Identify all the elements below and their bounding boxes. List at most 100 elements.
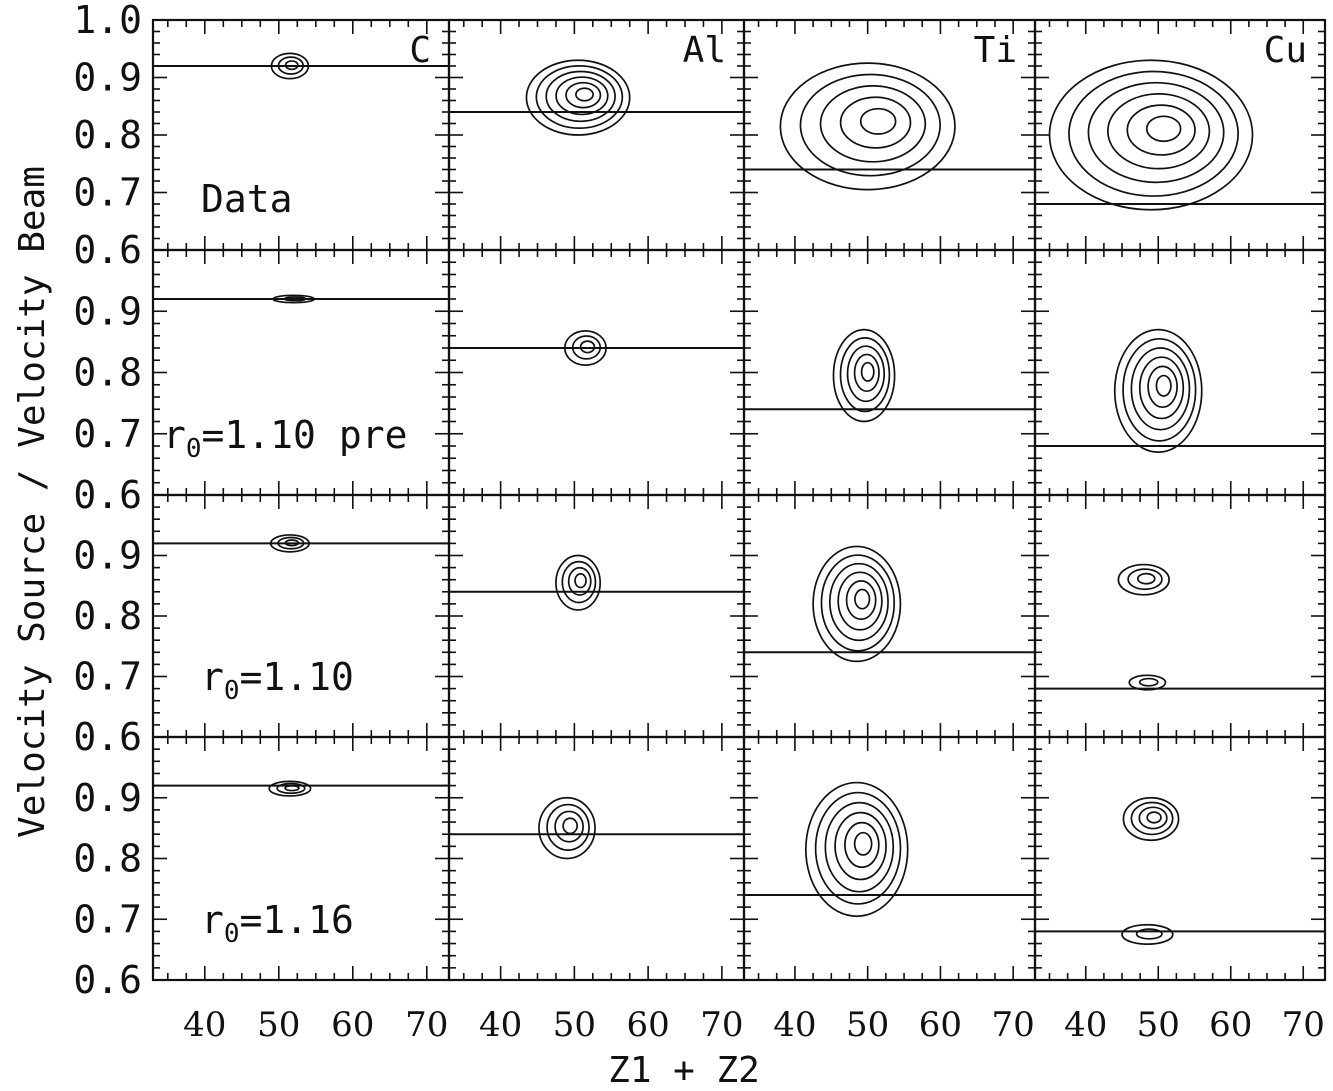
contour-peak-level-5 <box>1147 365 1178 409</box>
contour-peak-level-1 <box>812 545 902 663</box>
y-tick-label: 0.7 <box>73 171 142 215</box>
contour-peak-level-4 <box>1146 811 1162 824</box>
panel-frame <box>1033 735 1327 982</box>
contour-peak-level-2 <box>814 791 902 905</box>
contour-peak-level-6 <box>854 588 871 610</box>
y-tick-label: 0.7 <box>73 655 142 699</box>
contour-peak-level-3 <box>846 345 886 403</box>
contour-peak-level-1 <box>270 52 310 80</box>
row-label-subscript: 0 <box>186 434 202 464</box>
x-tick-label: 60 <box>331 1005 374 1045</box>
contour-peak-level-1 <box>538 796 596 860</box>
contour-peak-level-3 <box>1138 806 1168 830</box>
row-label-main: r <box>201 655 224 699</box>
y-tick-label: 0.9 <box>73 289 142 333</box>
x-tick-label: 70 <box>405 1005 448 1045</box>
contour-peak-level-3 <box>284 60 299 71</box>
y-tick-label: 0.8 <box>73 837 142 881</box>
panel-frame <box>447 248 746 497</box>
contour-peak-level-2 <box>277 56 305 75</box>
contour-peak-level-1 <box>804 781 909 918</box>
panel-r3-cu <box>1033 493 1327 739</box>
contour-peak-level-3 <box>284 784 300 792</box>
y-tick-label: 0.9 <box>73 56 142 100</box>
contour-peak-level-4 <box>853 353 880 393</box>
contour-secondary-peak-level-1 <box>1121 923 1174 946</box>
y-tick-label: 0.6 <box>73 228 142 272</box>
panel-r3-ti <box>742 493 1037 739</box>
contour-peak-level-3 <box>554 810 584 843</box>
contour-peak-level-2 <box>1068 70 1239 197</box>
contour-peak-level-5 <box>860 361 875 382</box>
x-tick-label: 40 <box>773 1005 816 1045</box>
contour-peak-level-2 <box>535 65 624 129</box>
contour-peak-level-2 <box>276 782 306 795</box>
contour-peak-level-1 <box>832 328 896 423</box>
contour-peak-level-2 <box>546 803 590 851</box>
contour-peak-level-3 <box>1087 81 1225 184</box>
row-label-main: Data <box>201 177 293 221</box>
row-label-subscript: 0 <box>224 676 240 706</box>
contour-peak-level-2 <box>820 554 896 652</box>
panel-frame <box>742 735 1037 982</box>
x-tick-label: 40 <box>479 1005 522 1045</box>
panel-r3-c <box>151 493 451 739</box>
contour-peak-level-1 <box>1113 328 1203 453</box>
contour-peak-level-1 <box>269 534 310 553</box>
contour-peak-level-1 <box>1048 59 1254 211</box>
panel-r1-cu: Cu <box>1033 18 1327 252</box>
x-tick-label: 40 <box>183 1005 226 1045</box>
contour-peak-level-4 <box>555 76 609 116</box>
panel-r4-ti <box>742 735 1037 982</box>
y-tick-label: 0.9 <box>73 534 142 578</box>
x-tick-label: 60 <box>626 1005 669 1045</box>
contour-peak-level-5 <box>844 821 880 869</box>
x-tick-label: 60 <box>919 1005 962 1045</box>
panel-r2-ti <box>742 248 1037 497</box>
panel-r4-cu <box>1033 735 1327 982</box>
row-label-3: r0=1.10 <box>201 655 354 706</box>
contour-peak-level-3 <box>828 562 889 642</box>
contour-peak-level-2 <box>1122 337 1197 442</box>
contour-peak-level-1 <box>272 294 316 304</box>
x-tick-label: 50 <box>257 1005 300 1045</box>
contour-peak-level-5 <box>565 81 602 109</box>
y-tick-label: 0.8 <box>73 113 142 157</box>
panel-frame <box>151 493 451 739</box>
target-label-cu: Cu <box>1264 30 1307 71</box>
contour-peak-level-2 <box>283 296 307 302</box>
contour-peak-level-2 <box>1130 801 1174 836</box>
y-tick-label: 0.6 <box>73 715 142 759</box>
panel-r1-al: Al <box>447 18 746 252</box>
y-tick-label: 1.0 <box>73 0 142 42</box>
contour-peak-level-2 <box>799 73 941 177</box>
contour-peak-level-3 <box>824 801 895 893</box>
contour-peak-level-4 <box>839 96 912 149</box>
contour-peak-level-2 <box>561 560 597 604</box>
panel-frame <box>742 493 1037 739</box>
contour-peak-level-4 <box>834 811 887 881</box>
contour-peak-level-6 <box>1145 115 1182 143</box>
contour-peak-level-1 <box>1117 563 1170 596</box>
contour-peak-level-3 <box>819 85 927 163</box>
row-label-main: r <box>201 898 224 942</box>
contour-peak-level-6 <box>853 831 873 856</box>
target-label-ti: Ti <box>974 30 1017 71</box>
contour-peak-level-1 <box>525 59 631 136</box>
contour-peak-level-1 <box>555 554 602 611</box>
panel-r2-al <box>447 248 746 497</box>
row-label-4: r0=1.16 <box>201 898 354 949</box>
contour-peak-level-2 <box>571 335 602 360</box>
row-label-suffix: =1.10 <box>240 655 354 699</box>
x-tick-label: 50 <box>846 1005 889 1045</box>
panel-frame <box>151 18 451 252</box>
contour-peak-level-5 <box>1126 104 1196 156</box>
row-label-2: r0=1.10 pre <box>163 413 407 464</box>
row-label-suffix: =1.10 pre <box>202 413 408 457</box>
panel-frame <box>1033 493 1327 739</box>
panel-frame <box>447 493 746 739</box>
x-tick-label: 70 <box>1282 1005 1325 1045</box>
contour-peak-level-3 <box>284 539 300 547</box>
